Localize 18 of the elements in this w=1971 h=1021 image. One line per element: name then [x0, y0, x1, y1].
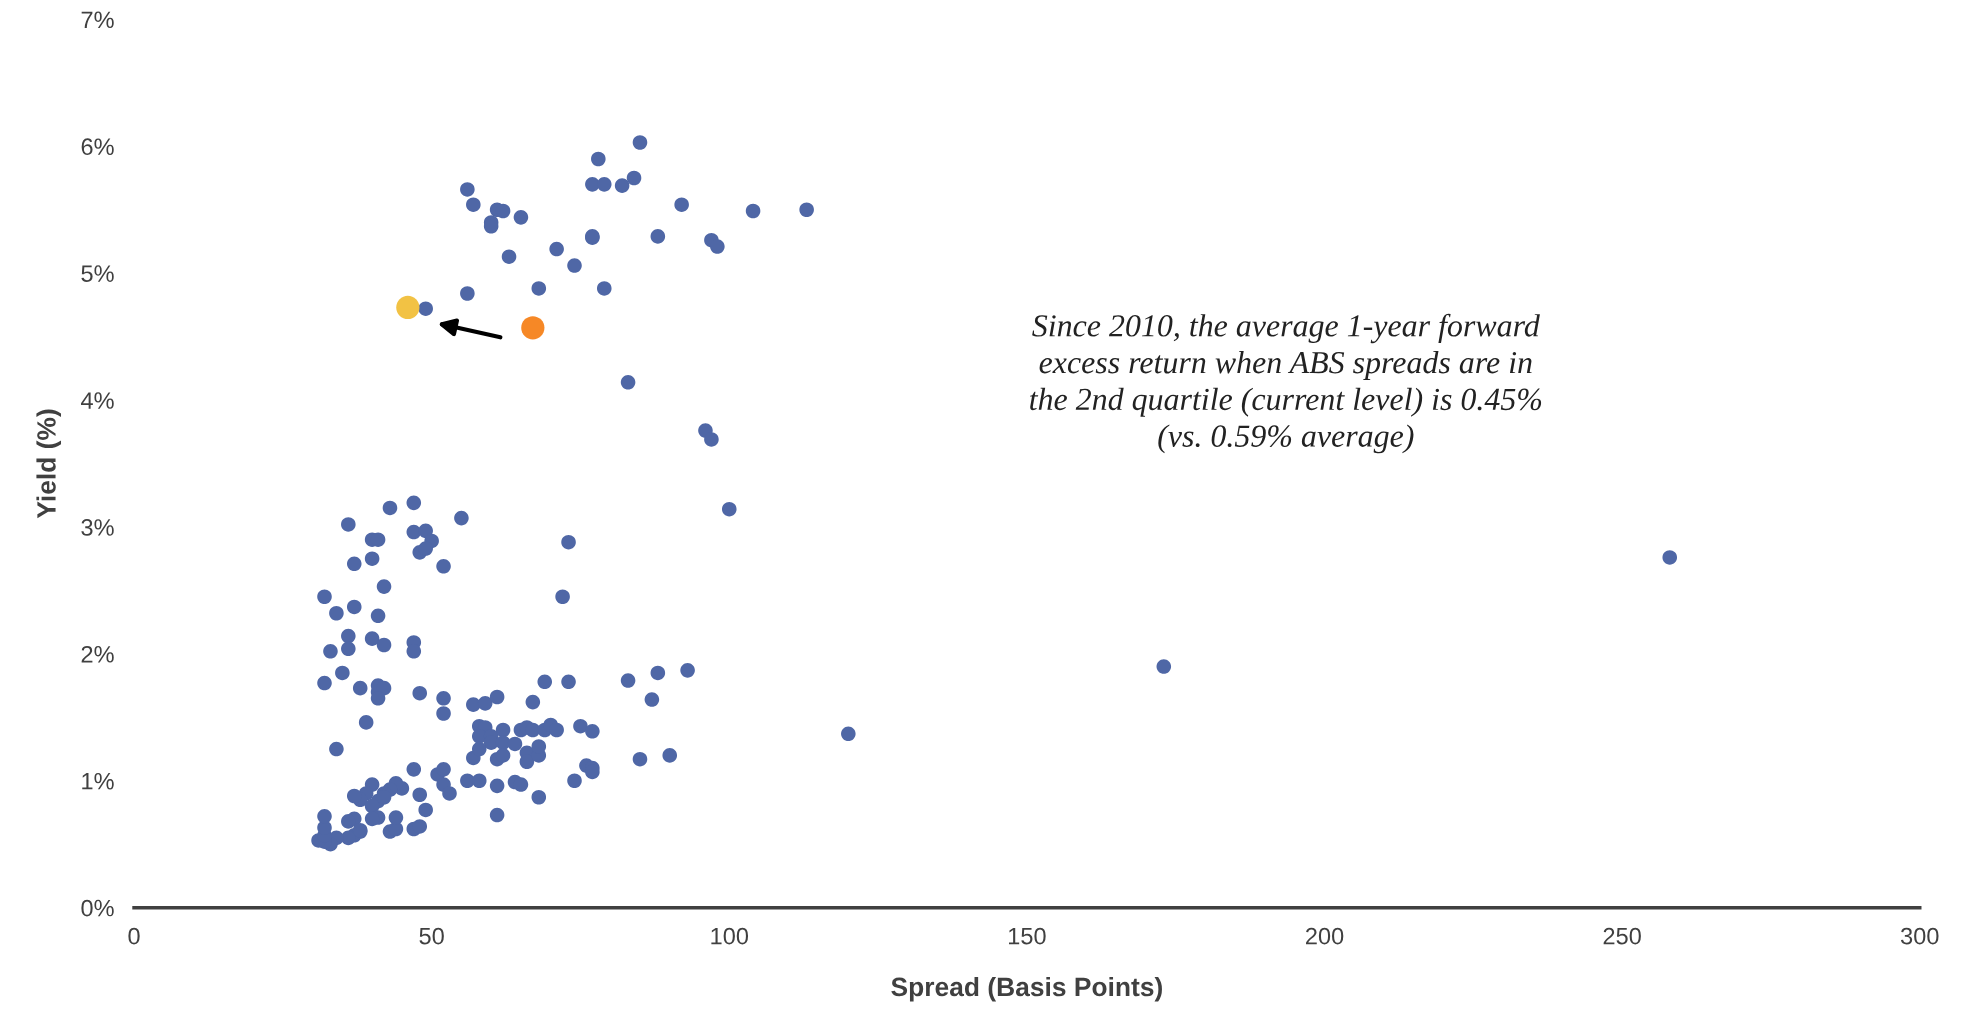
- y-tick-label: 1%: [82, 772, 114, 790]
- x-tick-label: 0: [128, 927, 140, 945]
- y-tick-label: 3%: [81, 519, 114, 536]
- x-tick-label: 250: [1603, 927, 1641, 945]
- y-tick-label: 2%: [81, 645, 114, 663]
- y-tick-label: 5%: [81, 265, 114, 282]
- x-tick-label: 300: [1900, 927, 1939, 945]
- x-axis-title: Spread (Basis Points): [891, 976, 1162, 1002]
- y-tick-label: 7%: [81, 11, 114, 29]
- y-tick-label: 6%: [81, 138, 114, 156]
- x-tick-label: 150: [1009, 927, 1046, 945]
- annotation: Since 2010, the average 1-year forward excess return when ABS spreads are in the 2nd quartile (current level) is 0.45% (vs. 0.59% average): [1030, 313, 1542, 454]
- x-tick-label: 200: [1306, 927, 1344, 945]
- y-tick-label: 0%: [81, 899, 114, 917]
- x-tick-label: 50: [419, 927, 444, 945]
- y-axis-title: Yield (%): [36, 409, 62, 519]
- x-tick-label: 100: [711, 927, 749, 945]
- y-tick-label: 4%: [81, 392, 114, 409]
